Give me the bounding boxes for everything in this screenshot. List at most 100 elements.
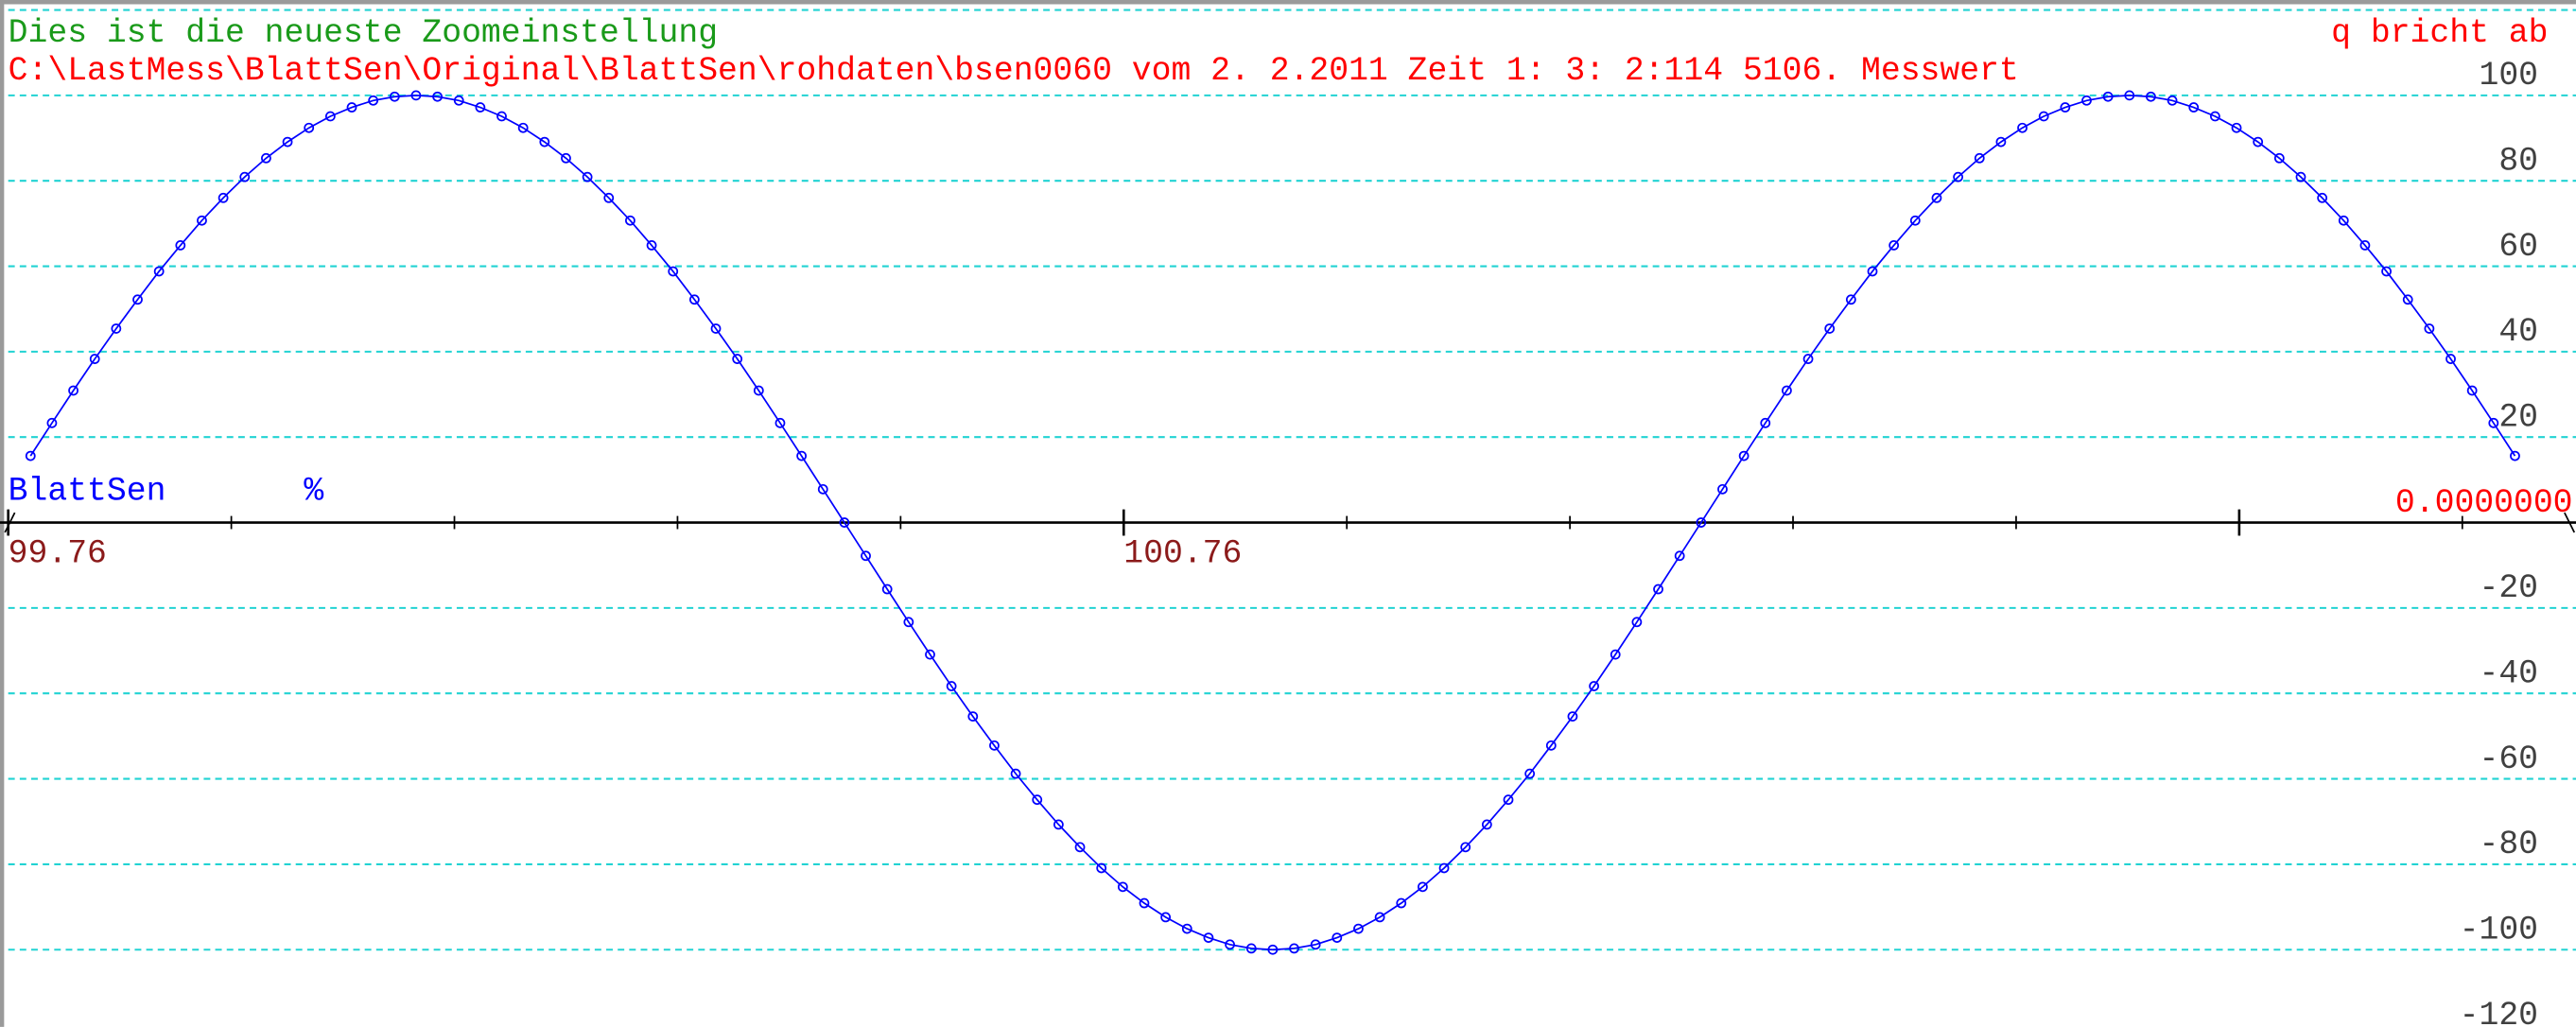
data-point: [1117, 881, 1128, 893]
data-point: [1310, 939, 1321, 950]
data-point: [603, 192, 615, 203]
data-point: [1481, 819, 1492, 830]
data-point: [1096, 862, 1107, 874]
data-point: [2466, 385, 2478, 396]
axis-end-mark: [2564, 512, 2576, 533]
data-point: [753, 385, 764, 396]
data-point: [1438, 862, 1450, 874]
data-point: [175, 240, 186, 251]
data-point: [2359, 240, 2371, 251]
series-line: [29, 95, 2516, 951]
data-point: [153, 266, 165, 277]
data-point: [688, 294, 700, 305]
data-point: [1567, 711, 1578, 722]
file-info: C:\LastMess\BlattSen\Original\BlattSen\r…: [9, 53, 2019, 90]
data-point: [1824, 323, 1836, 334]
data-point: [561, 152, 571, 164]
data-point: [1610, 649, 1621, 660]
data-point: [2167, 95, 2178, 106]
data-point: [1160, 912, 1172, 923]
data-point: [1374, 912, 1385, 923]
data-point: [410, 90, 422, 101]
data-point: [2188, 102, 2200, 113]
data-point: [925, 649, 935, 660]
data-point: [132, 294, 143, 305]
x-tick-label: 100.76: [1123, 536, 1242, 573]
data-point: [432, 91, 443, 102]
data-point: [1332, 932, 1343, 943]
data-point: [625, 215, 635, 226]
data-point: [2424, 323, 2435, 334]
data-point: [861, 550, 871, 562]
data-point: [2295, 171, 2306, 183]
data-point: [817, 483, 828, 495]
data-point: [1460, 842, 1471, 853]
data-point: [218, 192, 229, 203]
data-point: [2338, 215, 2349, 226]
data-point: [732, 354, 743, 364]
data-point: [1245, 943, 1257, 954]
data-point: [1203, 932, 1214, 943]
data-point: [1931, 192, 1942, 203]
data-point: [46, 417, 58, 428]
series-unit: %: [304, 474, 323, 511]
data-point: [1225, 939, 1235, 950]
data-point: [1995, 136, 2007, 148]
data-point: [1631, 617, 1643, 628]
data-point: [1760, 417, 1771, 428]
data-point: [1139, 897, 1150, 909]
data-point: [304, 122, 315, 133]
data-point: [1653, 583, 1663, 595]
data-point: [111, 323, 122, 334]
y-tick-label: -100: [2460, 913, 2538, 949]
data-point: [582, 171, 593, 183]
y-tick-label: -20: [2479, 570, 2538, 607]
data-point: [2038, 111, 2049, 122]
data-point: [2445, 354, 2456, 364]
data-point: [1909, 215, 1921, 226]
data-point: [89, 354, 100, 364]
data-point: [346, 102, 357, 113]
data-point: [1953, 171, 1963, 183]
axis-end-mark: [4, 512, 16, 533]
data-point: [1738, 450, 1749, 461]
data-point: [839, 517, 850, 528]
data-point: [25, 450, 36, 461]
data-point: [1974, 152, 1985, 164]
data-point: [1074, 842, 1086, 853]
y-tick-label: -120: [2460, 998, 2538, 1027]
data-point: [1888, 240, 1900, 251]
data-point: [2060, 102, 2071, 113]
data-point: [1589, 681, 1599, 691]
data-point: [1181, 923, 1192, 934]
data-point: [1418, 881, 1428, 893]
data-point: [1545, 740, 1557, 751]
data-point: [946, 681, 957, 691]
data-point: [389, 91, 400, 102]
data-point: [2488, 417, 2499, 428]
data-point: [2510, 450, 2520, 461]
data-point: [1053, 819, 1064, 830]
data-point: [1010, 768, 1021, 779]
data-point: [282, 136, 293, 148]
data-point: [2017, 122, 2028, 133]
y-tick-label: 20: [2498, 400, 2538, 437]
data-point: [453, 95, 464, 106]
data-point: [775, 417, 786, 428]
data-point: [967, 711, 979, 722]
data-point: [903, 617, 914, 628]
y-tick-label: -80: [2479, 827, 2538, 863]
y-tick-label: -60: [2479, 741, 2538, 778]
data-point: [517, 122, 529, 133]
data-point: [2102, 91, 2114, 102]
data-point: [261, 152, 271, 164]
series-name: BlattSen: [9, 474, 166, 511]
data-point: [1867, 266, 1878, 277]
data-point: [2081, 95, 2092, 106]
data-point: [1696, 517, 1707, 528]
data-point: [1802, 354, 1814, 364]
data-point: [496, 111, 507, 122]
data-point: [2124, 90, 2135, 101]
